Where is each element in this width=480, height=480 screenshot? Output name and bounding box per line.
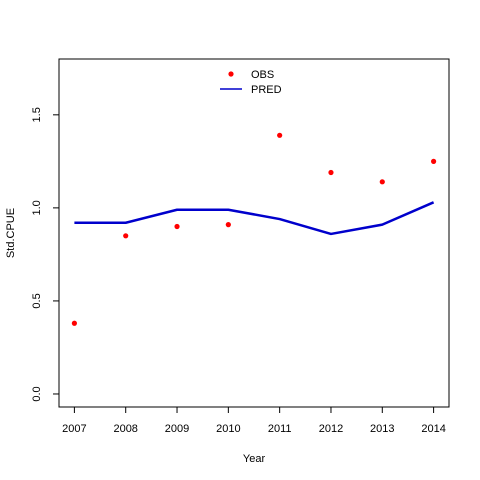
- x-axis: 2007 2008 2009 2010 2011 2012 2013 2014: [62, 406, 446, 435]
- x-axis-title: Year: [243, 453, 266, 465]
- plot-frame: [58, 58, 450, 408]
- x-tick-label: 2008: [113, 423, 137, 435]
- y-tick-label: 1.5: [31, 107, 43, 122]
- y-axis-title: Std.CPUE: [5, 208, 17, 258]
- y-tick-label: 0.0: [31, 386, 43, 401]
- x-tick-label: 2012: [319, 423, 343, 435]
- series-layer: [71, 132, 437, 326]
- y-tick-label: 0.5: [31, 293, 43, 308]
- x-tick-label: 2010: [216, 423, 240, 435]
- obs-point: [225, 222, 231, 228]
- obs-point: [174, 223, 180, 230]
- legend-label: PRED: [251, 84, 282, 96]
- legend-label: OBS: [251, 69, 274, 81]
- x-tick-label: 2013: [370, 423, 394, 435]
- obs-point: [328, 169, 334, 176]
- pred-line: [74, 201, 435, 236]
- x-tick-label: 2011: [268, 423, 292, 435]
- y-tick-label: 1.0: [31, 200, 43, 215]
- x-tick-label: 2007: [62, 423, 86, 435]
- legend: OBS PRED: [220, 69, 282, 96]
- obs-point: [277, 132, 283, 138]
- obs-point: [431, 158, 437, 164]
- legend-point-swatch: [228, 71, 234, 77]
- obs-point: [123, 233, 129, 239]
- x-tick-label: 2009: [165, 423, 189, 435]
- y-axis: 0.0 0.5 1.0 1.5: [31, 107, 60, 402]
- obs-point: [71, 320, 77, 326]
- x-tick-label: 2014: [421, 423, 445, 435]
- obs-point: [379, 179, 385, 185]
